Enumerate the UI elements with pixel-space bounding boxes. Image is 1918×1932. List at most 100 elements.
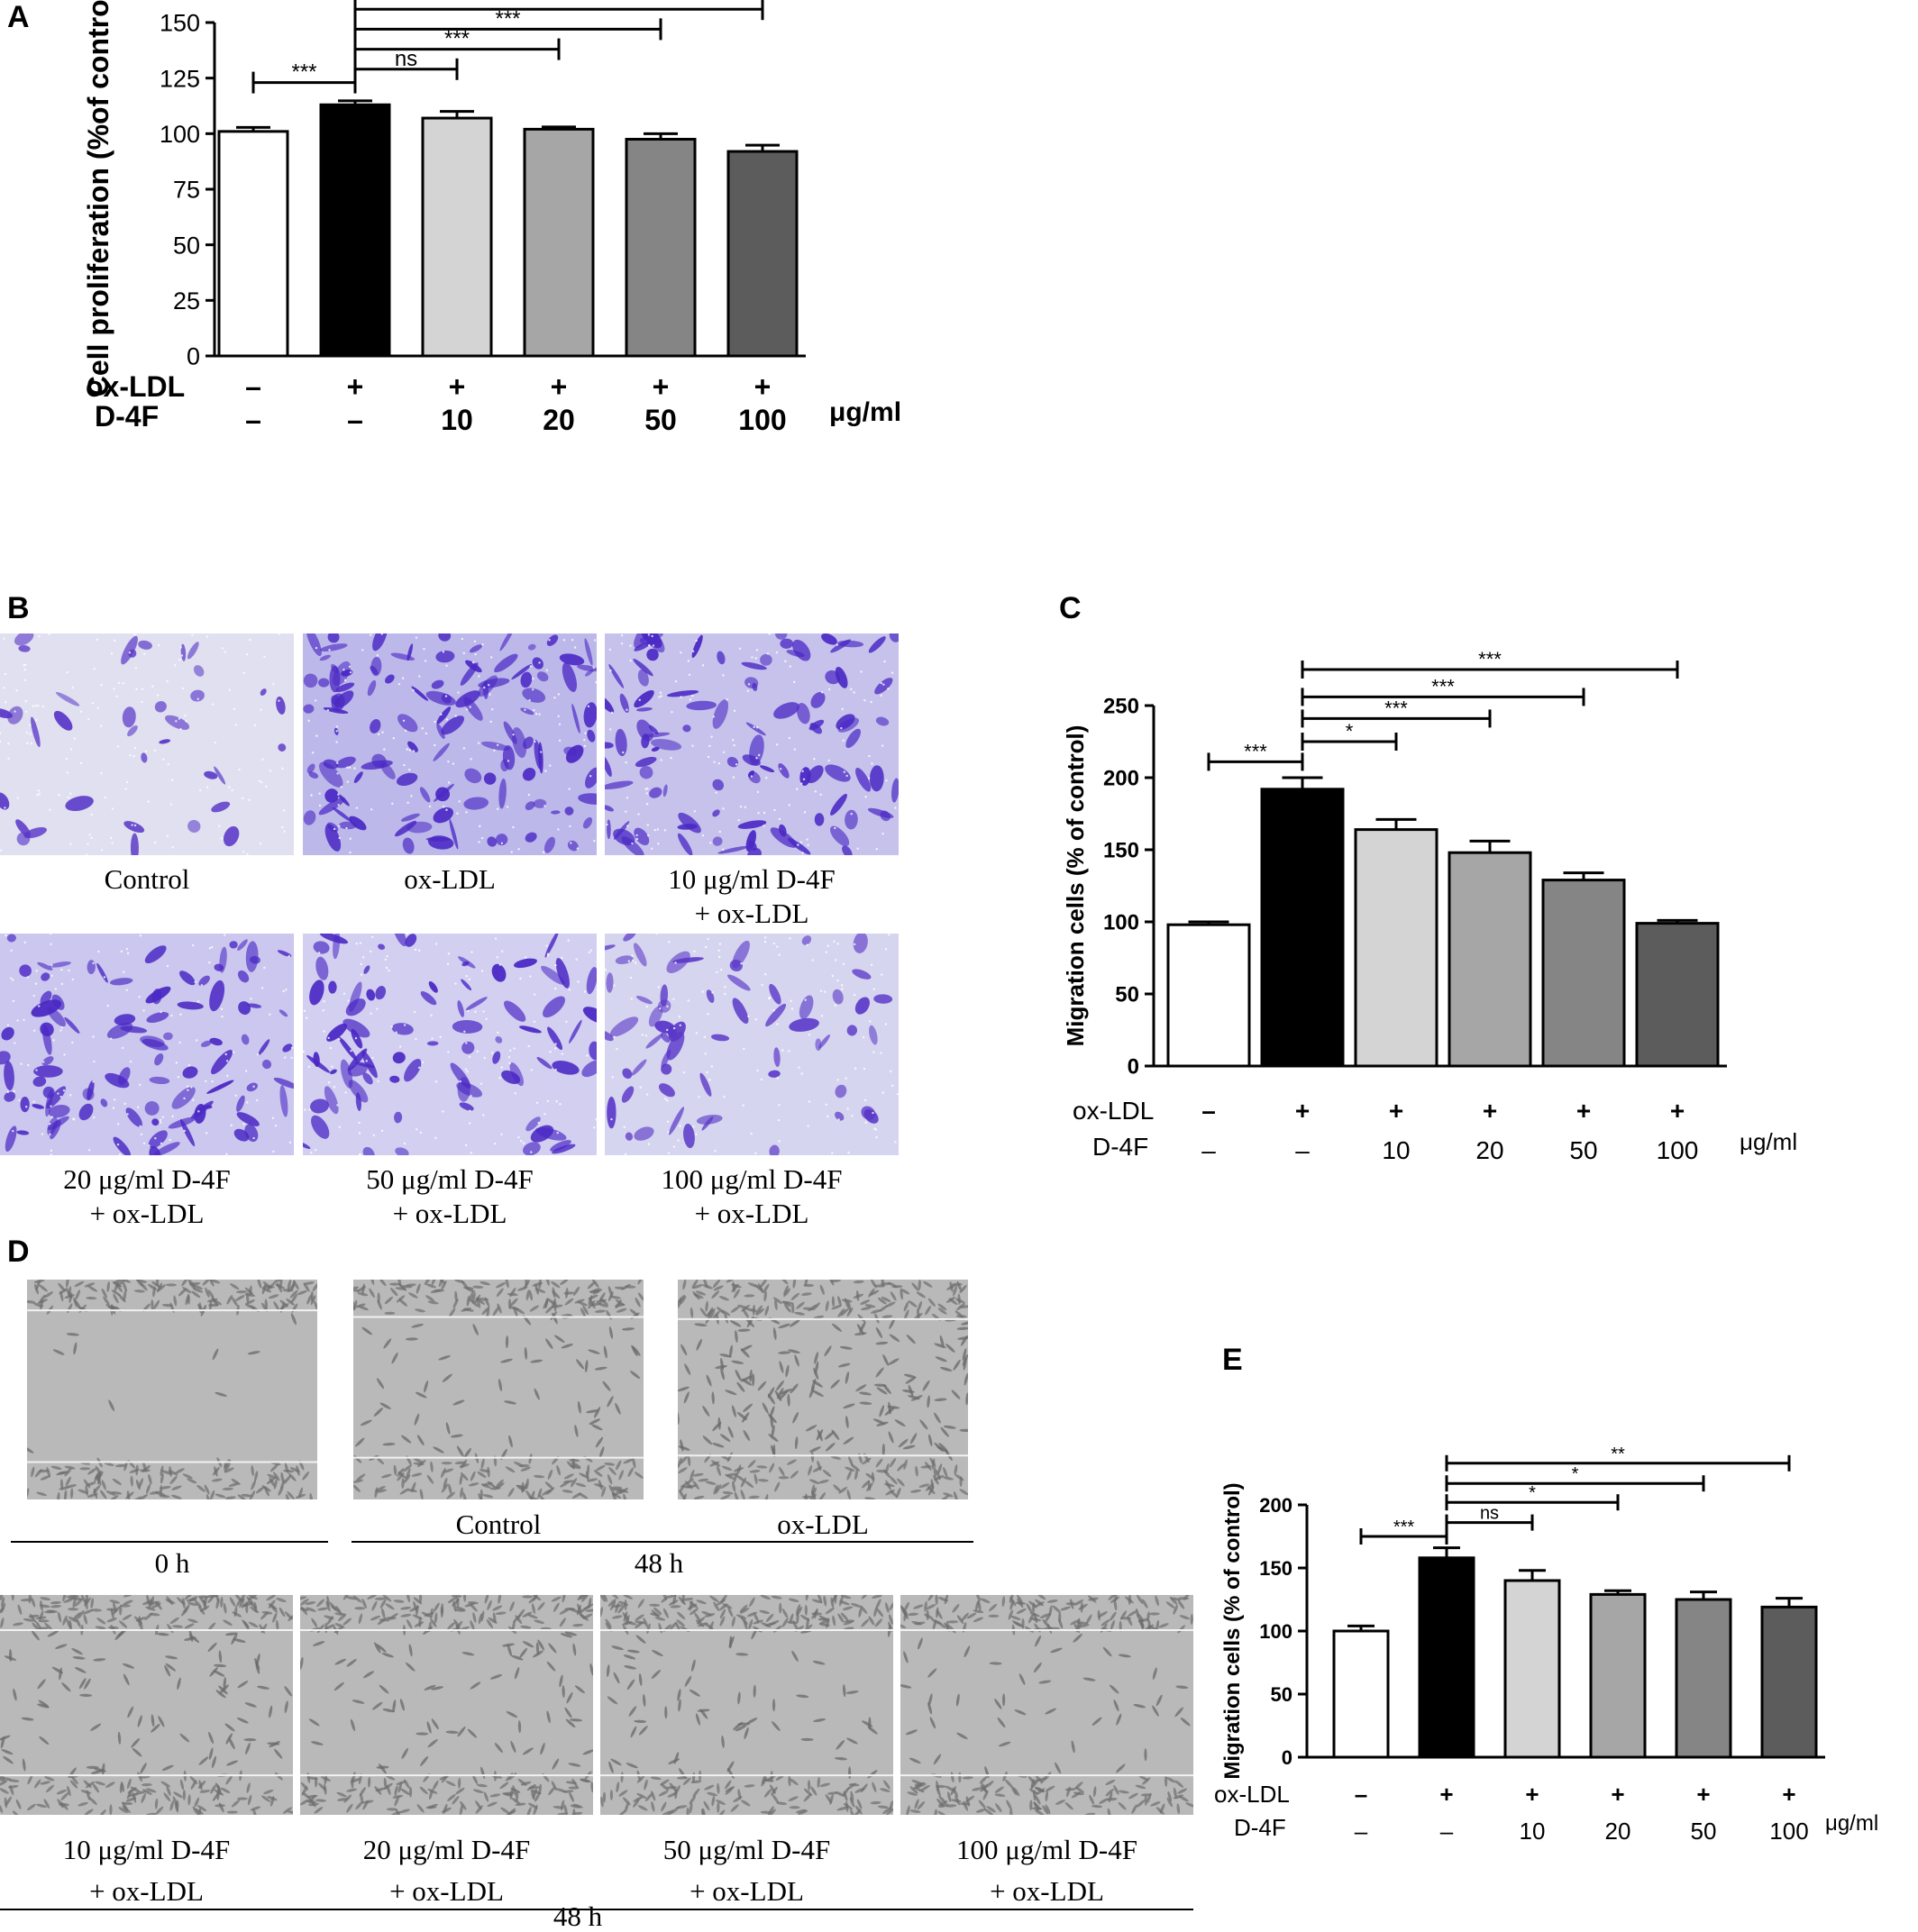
pore-dot [616,1047,618,1051]
migrated-cell [1050,1647,1063,1654]
pore-dot [890,1084,894,1088]
cell-blob [362,1146,375,1155]
pore-dot [166,834,169,837]
cell-shape [440,1468,446,1478]
cell-shape [637,1280,644,1285]
cell-blob [326,1023,348,1042]
caption-b-10: 10 μg/ml D-4F + ox-LDL [668,863,836,929]
migrated-cell [424,1381,429,1393]
migrated-cell [273,1748,283,1759]
migrated-cell [401,1747,408,1760]
pore-dot [732,776,735,779]
pore-dot [340,785,342,788]
pore-dot [672,1145,676,1148]
pore-dot [587,705,590,708]
cell-shape [607,1474,613,1485]
cell-shape [823,1595,827,1607]
migrated-cell [300,1656,304,1670]
cell-shape [692,1788,700,1798]
cell-shape [1052,1605,1061,1613]
cell-shape [937,1463,943,1474]
cell-shape [38,1469,50,1473]
cell-shape [676,1619,686,1627]
pore-dot [755,757,758,760]
migrated-cell [630,1371,641,1380]
cell-shape [207,1290,215,1299]
pore-dot [245,652,249,656]
cell-blob [552,1144,576,1154]
cell-blob [577,664,597,672]
cell-shape [384,1311,396,1315]
pore-dot [369,633,372,636]
pore-dot [424,660,427,662]
pore-dot [888,934,890,936]
cell-shape [818,1480,829,1484]
migrated-cell [269,1740,280,1748]
migrated-cell [510,1740,516,1754]
migrated-cell [560,1633,573,1638]
cell-blob [366,989,376,1001]
pore-dot [790,999,792,1002]
pore-dot [714,1150,717,1153]
pore-dot [583,990,587,993]
micrograph-b-control [0,633,294,855]
oxldl-value: – [1201,1097,1216,1125]
pore-dot [767,997,771,1000]
migrated-cell [790,1319,800,1327]
pore-dot [159,1118,162,1122]
cell-shape [553,1602,560,1612]
pore-dot [743,1047,745,1051]
cell-shape [431,1280,437,1286]
cell-shape [573,1286,580,1296]
pore-dot [228,786,231,788]
cell-shape [840,1308,849,1317]
cell-shape [903,1601,909,1612]
cell-shape [581,1595,589,1602]
cell-shape [286,1298,296,1306]
cell-shape [58,1282,66,1292]
pore-dot [882,683,885,686]
pore-dot [35,718,38,722]
pore-dot [15,688,18,692]
pore-dot [554,1069,557,1071]
cell-shape [36,1491,47,1497]
pore-dot [41,705,45,708]
pore-dot [327,1081,331,1084]
pore-dot [863,1098,867,1102]
pore-dot [381,731,384,734]
cell-shape [163,1792,171,1802]
cell-shape [817,1777,820,1788]
cell-shape [496,1282,506,1289]
migrated-cell [1152,1667,1157,1680]
cell-shape [520,1625,532,1629]
pore-dot [242,797,244,800]
cell-shape [562,1490,573,1493]
cell-shape [593,1470,603,1477]
cell-shape [624,1802,629,1813]
pore-dot [60,1026,64,1029]
cell-shape [376,1456,385,1465]
pore-dot [116,745,120,748]
cell-blob [138,640,152,650]
cell-shape [208,1280,215,1287]
cell-blob [393,934,407,947]
cell-shape [353,1289,361,1292]
cell-shape [614,1286,626,1290]
pore-dot [4,672,7,676]
cell-shape [449,1308,456,1317]
d4f-value: 10 [441,404,473,436]
cell-shape [130,1475,133,1487]
cell-shape [433,1602,440,1612]
cell-shape [580,1308,587,1318]
cell-shape [486,1618,494,1628]
sig-label: * [1529,1483,1536,1503]
pore-dot [23,1018,25,1022]
cell-shape [411,1472,423,1477]
cell-shape [703,1800,710,1811]
cell-shape [572,1623,584,1627]
cell-shape [68,1292,73,1304]
pore-dot [880,1052,882,1054]
migrated-cell [939,1335,945,1348]
row-label-d4f: D-4F [1092,1133,1148,1161]
pore-dot [545,944,548,947]
